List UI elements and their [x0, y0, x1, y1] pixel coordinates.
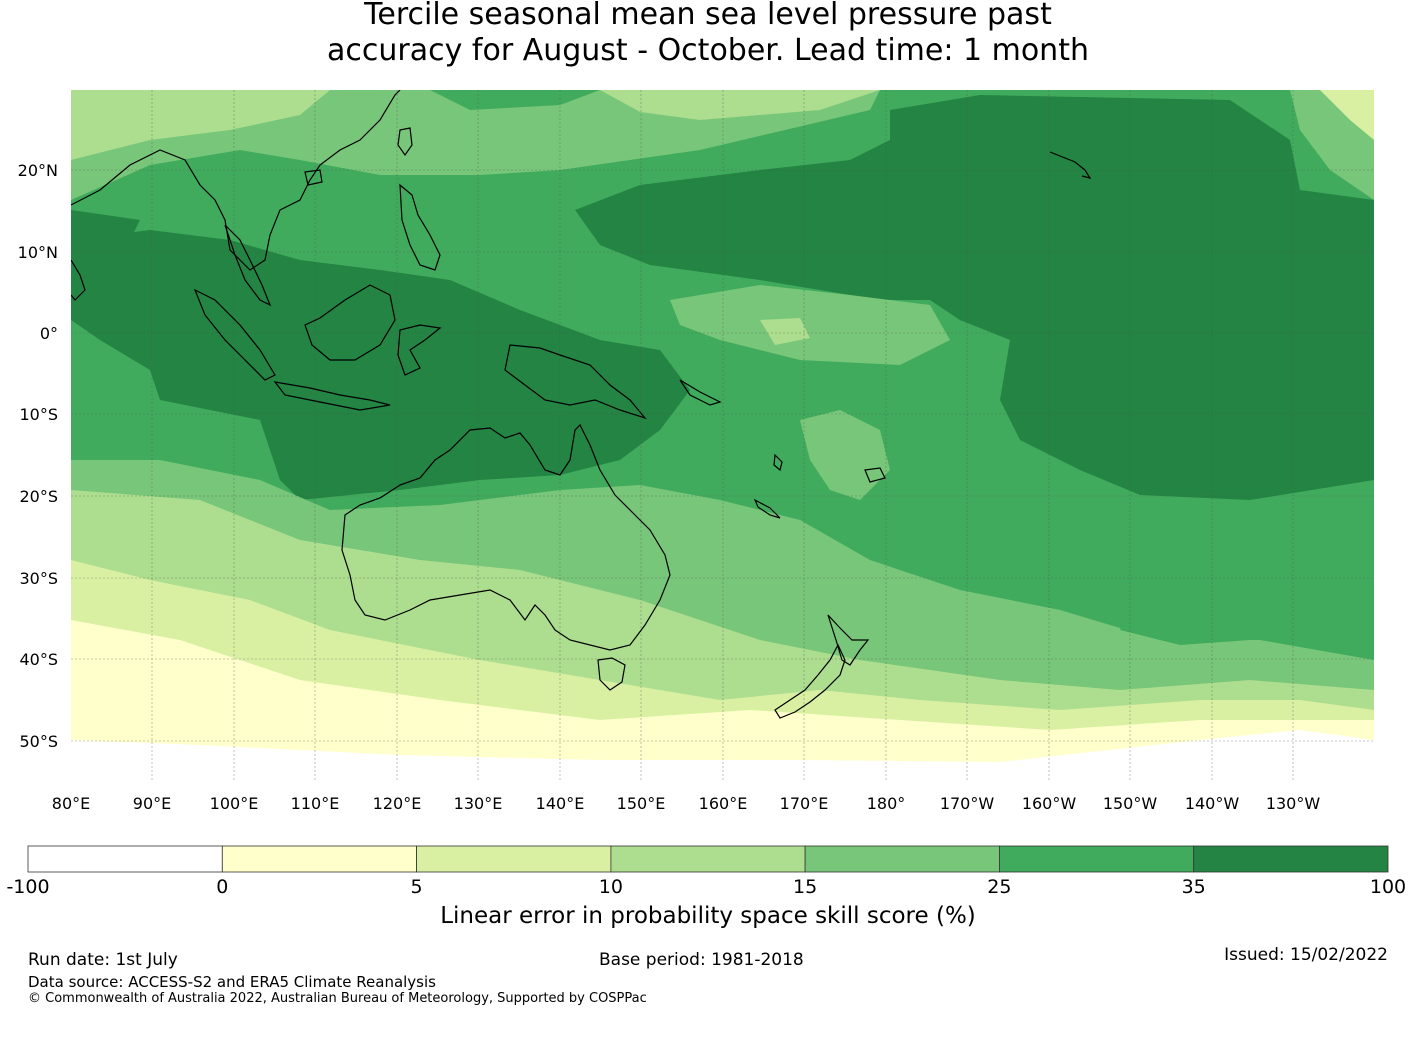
colorbar-tick-10: 10	[599, 876, 623, 898]
colorbar-tick-5: 5	[411, 876, 423, 898]
lon-label-120e: 120°E	[373, 794, 422, 813]
lon-label-170e: 170°E	[780, 794, 829, 813]
lon-label-180: 180°	[867, 794, 906, 813]
map-title-line-2: accuracy for August - October. Lead time…	[327, 33, 1089, 68]
malay-peninsula-coast	[224, 224, 272, 307]
lon-label-90e: 90°E	[133, 794, 171, 813]
coastlines	[71, 90, 1092, 719]
hawaii-coast	[1049, 151, 1092, 179]
colorbar-box-2	[221, 845, 418, 873]
colorbar-box-6	[999, 845, 1195, 873]
lat-label-20s: 20°S	[19, 487, 58, 506]
new-caledonia-coast	[753, 498, 781, 519]
skill-score-map: 20°N 10°N 0° 10°S 20°S 30°S 40°S 50°S 80…	[18, 90, 1374, 813]
sulawesi-coast	[397, 324, 442, 376]
asia-coast	[71, 90, 401, 271]
hainan-coast	[304, 169, 323, 186]
lon-label-140e: 140°E	[536, 794, 585, 813]
new-zealand-north-coast	[827, 614, 870, 666]
colorbar-box-7	[1193, 845, 1389, 873]
colorbar-tick-neg100: -100	[6, 876, 49, 898]
colorbar-tick-100: 100	[1370, 876, 1406, 898]
colorbar-box-5	[804, 845, 1000, 873]
new-zealand-south-coast	[774, 643, 846, 719]
lat-label-50s: 50°S	[19, 732, 58, 751]
colorbar: -100 0 5 10 15 25 35 100	[6, 845, 1406, 898]
lon-label-160e: 160°E	[699, 794, 748, 813]
lon-label-150w: 150°W	[1103, 794, 1158, 813]
tasmania-coast	[597, 657, 626, 691]
run-date: Run date: 1st July	[28, 950, 178, 970]
graticule	[71, 90, 1374, 782]
lat-label-40s: 40°S	[19, 650, 58, 669]
colorbar-tick-25: 25	[987, 876, 1011, 898]
vanuatu-coast	[773, 453, 783, 472]
colorbar-box-3	[416, 845, 612, 873]
philippines-coast	[399, 183, 441, 271]
solomon-islands-coast	[679, 379, 722, 406]
borneo-coast	[304, 284, 396, 361]
lon-label-80e: 80°E	[52, 794, 90, 813]
india-coast	[71, 259, 86, 301]
australia-coast	[341, 423, 671, 651]
colorbar-box-4	[610, 845, 806, 873]
lon-label-130w: 130°W	[1266, 794, 1321, 813]
lon-label-130e: 130°E	[454, 794, 503, 813]
new-guinea-coast	[504, 344, 647, 420]
taiwan-coast	[397, 127, 413, 157]
colorbar-boxes	[27, 845, 1389, 873]
colorbar-tick-15: 15	[793, 876, 817, 898]
lon-label-100e: 100°E	[210, 794, 259, 813]
fiji-coast	[864, 467, 886, 483]
lat-label-30s: 30°S	[19, 569, 58, 588]
colorbar-tick-35: 35	[1182, 876, 1206, 898]
lon-label-170w: 170°W	[940, 794, 995, 813]
lon-label-140w: 140°W	[1185, 794, 1240, 813]
lat-label-10s: 10°S	[19, 405, 58, 424]
colorbar-tick-0: 0	[216, 876, 228, 898]
colorbar-label: Linear error in probability space skill …	[440, 903, 976, 929]
copyright: © Commonwealth of Australia 2022, Austra…	[28, 991, 647, 1006]
data-source: Data source: ACCESS-S2 and ERA5 Climate …	[28, 973, 436, 991]
lat-label-0: 0°	[40, 324, 58, 343]
colorbar-box-1	[27, 845, 223, 873]
map-title-line-1: Tercile seasonal mean sea level pressure…	[364, 0, 1052, 32]
lat-label-20n: 20°N	[18, 161, 58, 180]
sumatra-coast	[193, 288, 276, 381]
lon-label-110e: 110°E	[291, 794, 340, 813]
lon-label-160w: 160°W	[1022, 794, 1077, 813]
base-period: Base period: 1981-2018	[599, 950, 804, 970]
lat-label-10n: 10°N	[18, 243, 58, 262]
lon-label-150e: 150°E	[617, 794, 666, 813]
java-coast	[273, 381, 391, 411]
issued-date: Issued: 15/02/2022	[1224, 945, 1388, 965]
